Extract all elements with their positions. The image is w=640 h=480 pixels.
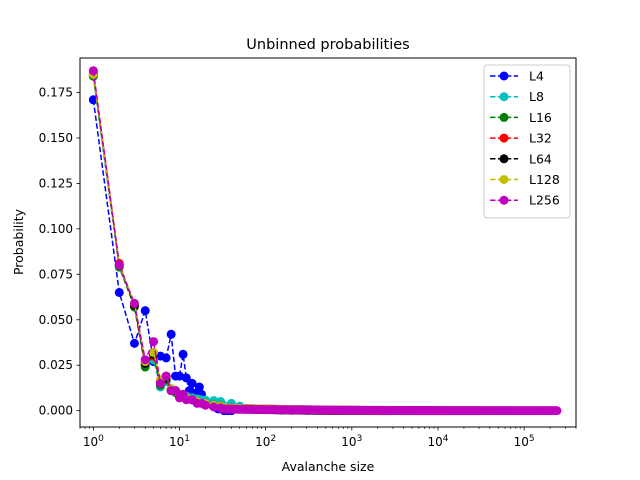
x-tick-label: 102 <box>255 434 276 449</box>
plot-area <box>88 66 562 416</box>
y-tick-label: 0.025 <box>39 358 73 372</box>
data-point <box>140 306 150 316</box>
y-tick-label: 0.175 <box>39 86 73 100</box>
legend-item-L32: L32 <box>490 131 552 146</box>
legend-item-L64: L64 <box>490 151 552 166</box>
data-point <box>155 378 165 388</box>
legend: L4 L8 L16 L32 L64 L128 L256 <box>483 64 571 219</box>
data-point <box>200 400 210 410</box>
legend-label: L256 <box>529 193 560 208</box>
x-tick-label: 104 <box>427 434 448 449</box>
legend-item-L256: L256 <box>490 193 560 208</box>
legend-marker <box>499 195 509 205</box>
data-point <box>178 349 188 359</box>
data-point <box>114 287 124 297</box>
data-point <box>175 371 184 381</box>
data-point <box>140 355 150 365</box>
data-point <box>166 329 176 339</box>
legend-marker <box>499 175 509 184</box>
x-tick-label: 100 <box>83 434 104 449</box>
legend-marker <box>499 112 509 122</box>
legend-marker <box>499 71 509 81</box>
y-axis-label: Probability <box>11 208 26 275</box>
y-tick-label: 0.000 <box>39 404 73 418</box>
data-point <box>552 406 562 416</box>
x-tick-label: 103 <box>341 434 362 449</box>
legend-label: L8 <box>529 89 544 104</box>
y-tick-label: 0.050 <box>39 313 73 327</box>
legend-label: L32 <box>529 131 552 146</box>
data-point <box>209 402 219 412</box>
legend-label: L128 <box>529 172 560 187</box>
data-point <box>149 337 159 347</box>
x-axis: 100 101 102 103 104 105 <box>79 427 577 449</box>
legend-item-L8: L8 <box>490 89 544 104</box>
x-axis-label: Avalanche size <box>282 459 375 474</box>
data-point <box>88 95 98 105</box>
data-point <box>187 378 197 388</box>
y-axis: 0.000 0.025 0.050 0.075 0.100 0.125 0.150 0.175 <box>39 86 80 418</box>
data-point <box>149 347 159 357</box>
data-point <box>194 382 204 392</box>
x-tick-label: 105 <box>514 434 535 449</box>
series-L256 <box>88 66 562 416</box>
y-tick-label: 0.125 <box>39 176 73 190</box>
legend-item-L4: L4 <box>490 69 544 84</box>
legend-marker <box>499 92 509 102</box>
y-tick-label: 0.150 <box>39 131 73 145</box>
legend-item-L16: L16 <box>490 110 552 125</box>
data-point <box>171 386 181 396</box>
legend-label: L16 <box>529 110 552 125</box>
x-tick-label: 101 <box>169 434 190 449</box>
data-point <box>114 260 124 270</box>
chart-title: Unbinned probabilities <box>246 37 409 53</box>
legend-label: L64 <box>529 151 552 166</box>
data-point <box>181 373 191 383</box>
data-point <box>129 298 139 308</box>
legend-marker <box>499 133 509 143</box>
data-point <box>88 66 98 76</box>
legend-marker <box>499 154 509 164</box>
y-tick-label: 0.100 <box>39 222 73 236</box>
legend-item-L128: L128 <box>490 172 560 187</box>
axes-frame <box>79 57 577 428</box>
data-point <box>161 371 171 381</box>
data-point <box>129 338 139 348</box>
y-tick-label: 0.075 <box>39 267 73 281</box>
legend-label: L4 <box>529 69 544 84</box>
data-point <box>161 353 171 363</box>
